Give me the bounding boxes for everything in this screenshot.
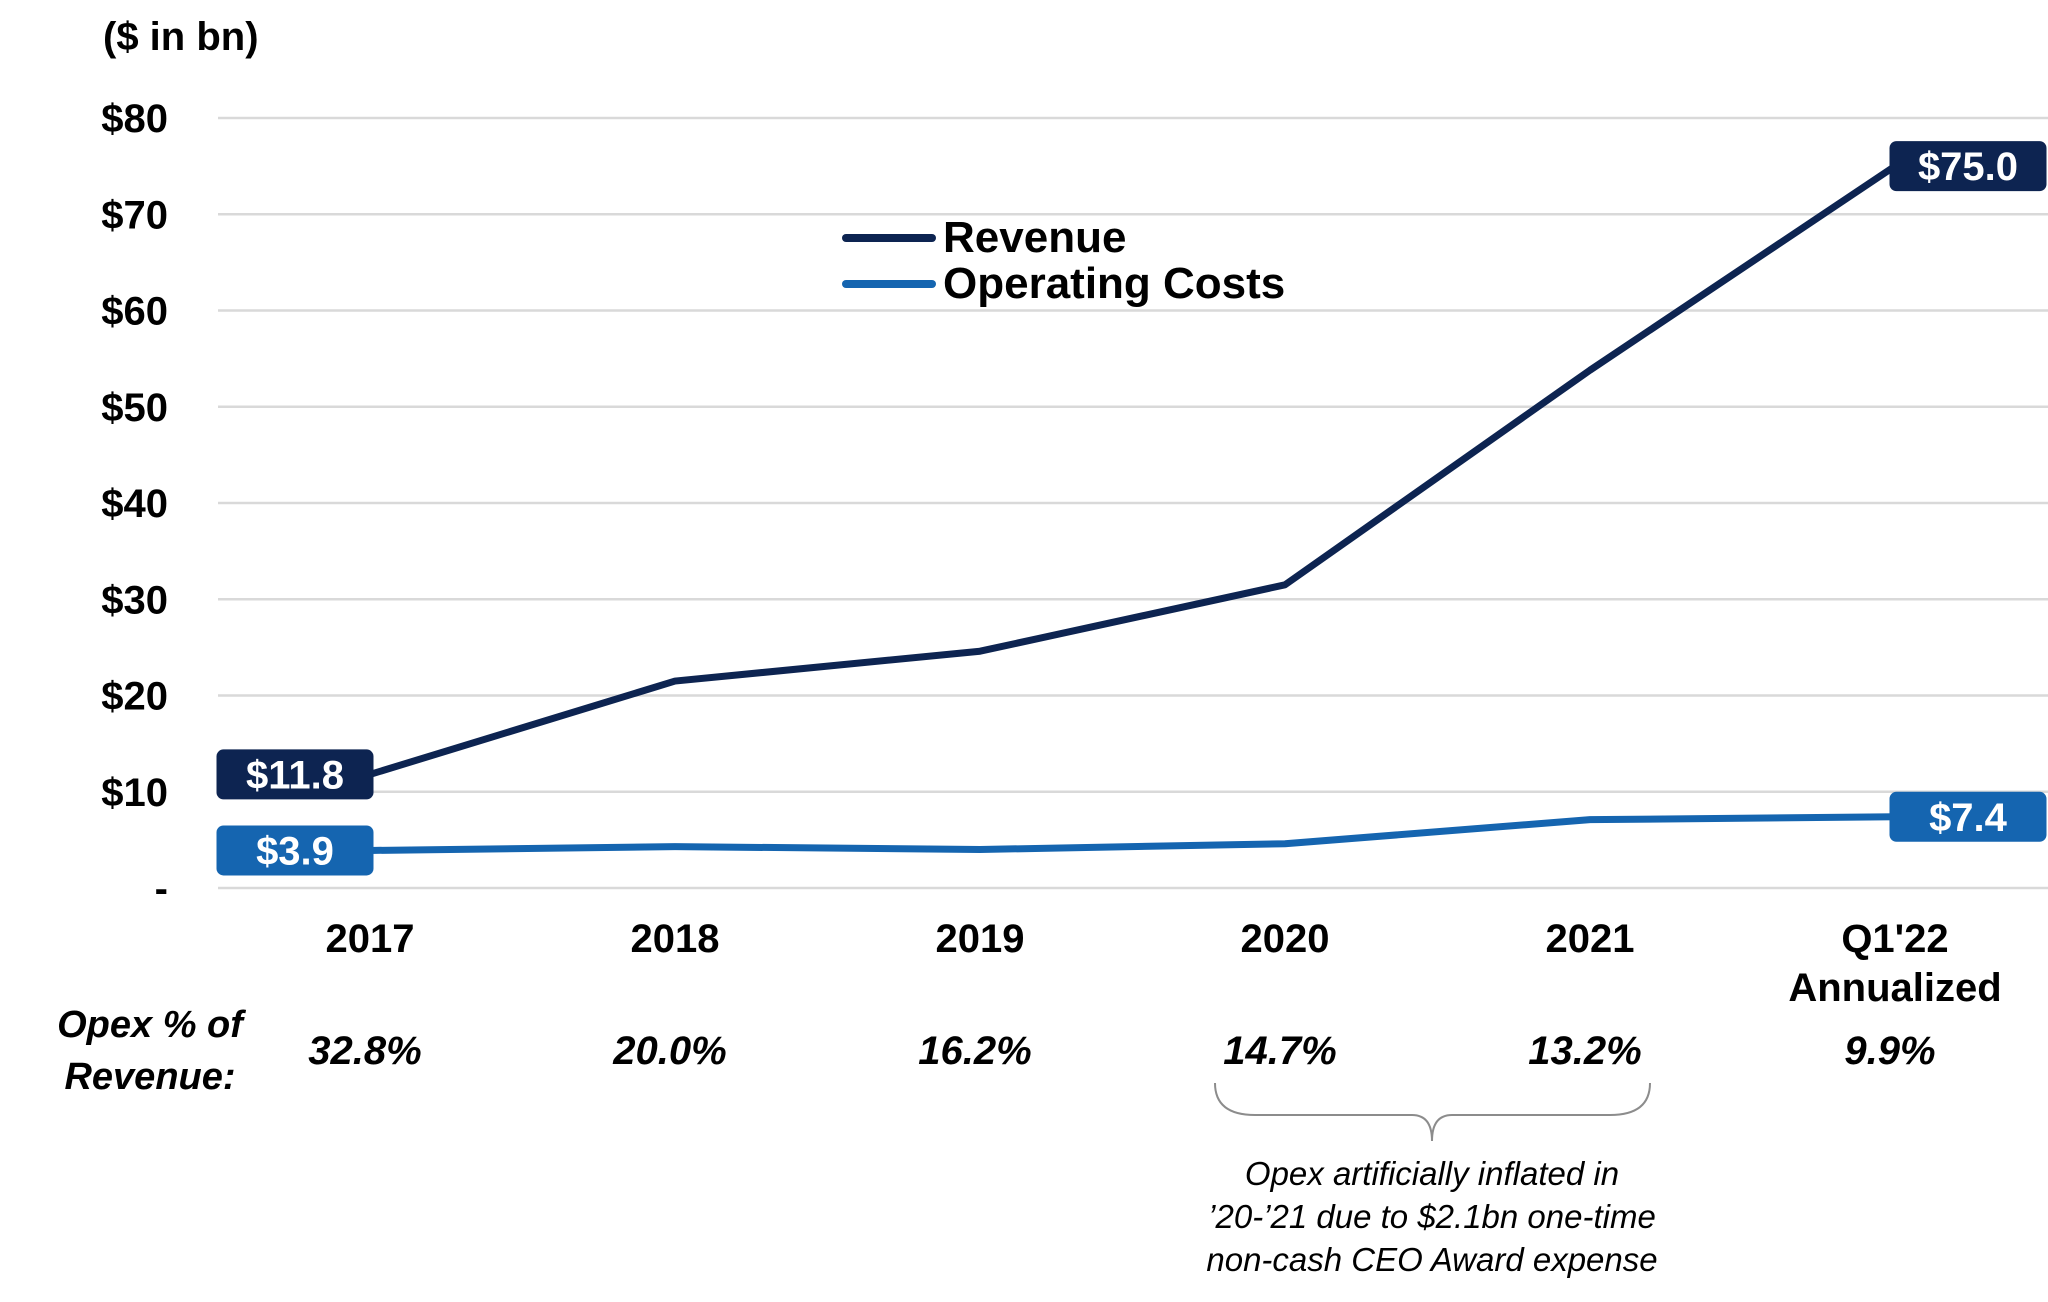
annotation: Opex artificially inflated in ’20-’21 due… <box>1206 1082 1658 1278</box>
x-tick-label: 2020 <box>1241 917 1330 961</box>
opex-value: 14.7% <box>1223 1029 1336 1073</box>
annotation-text: ’20-’21 due to $2.1bn one-time <box>1208 1198 1656 1235</box>
opex-row: Opex % of Revenue: 32.8% 20.0% 16.2% 14.7% 13.… <box>57 1004 1935 1098</box>
y-tick-label: $80 <box>101 97 168 141</box>
legend-label: Revenue <box>943 213 1126 262</box>
x-tick-label: 2017 <box>326 917 415 961</box>
y-tick-label: $60 <box>101 290 168 334</box>
y-tick-label: $10 <box>101 771 168 815</box>
opex-value: 16.2% <box>918 1029 1031 1073</box>
annotation-text: non-cash CEO Award expense <box>1206 1241 1657 1278</box>
x-tick-label: Annualized <box>1788 966 2001 1010</box>
x-tick-label: 2019 <box>936 917 1025 961</box>
brace <box>1214 1082 1651 1142</box>
y-tick-label: - <box>155 867 168 911</box>
data-label-box <box>1889 791 2047 842</box>
unit-label: ($ in bn) <box>103 15 259 59</box>
y-axis: - $10 $20 $30 $40 $50 $60 $70 $80 <box>101 97 168 911</box>
series-line-1 <box>366 813 1899 854</box>
opex-value: 20.0% <box>612 1029 726 1073</box>
data-label: $3.9 <box>256 829 334 873</box>
data-label-box <box>1889 141 2047 192</box>
y-tick-label: $40 <box>101 482 168 526</box>
data-label-box <box>216 749 374 800</box>
data-label: $7.4 <box>1929 796 2008 840</box>
x-tick-label: 2021 <box>1546 917 1635 961</box>
y-tick-label: $70 <box>101 193 168 237</box>
x-tick-label: 2018 <box>631 917 720 961</box>
data-label: $75.0 <box>1918 145 2018 189</box>
opex-value: 13.2% <box>1528 1029 1641 1073</box>
opex-value: 9.9% <box>1844 1029 1935 1073</box>
opex-value: 32.8% <box>308 1029 421 1073</box>
series-lines <box>366 162 1899 854</box>
x-tick-label: Q1'22 <box>1841 917 1948 961</box>
opex-title: Opex % of <box>57 1004 246 1046</box>
annotation-text: Opex artificially inflated in <box>1245 1155 1619 1192</box>
x-axis: 2017 2018 2019 2020 2021 Q1'22 Annualized <box>326 917 2002 1010</box>
opex-title: Revenue: <box>64 1056 235 1098</box>
y-tick-label: $50 <box>101 386 168 430</box>
y-tick-label: $30 <box>101 578 168 622</box>
grid <box>218 116 2048 890</box>
data-label-box <box>216 825 374 876</box>
data-label: $11.8 <box>246 753 344 797</box>
y-tick-label: $20 <box>101 675 168 719</box>
series-line-0 <box>366 162 1899 778</box>
legend-label: Operating Costs <box>943 259 1285 308</box>
data-labels: $11.8 $75.0 $3.9 $7.4 <box>216 141 2047 876</box>
